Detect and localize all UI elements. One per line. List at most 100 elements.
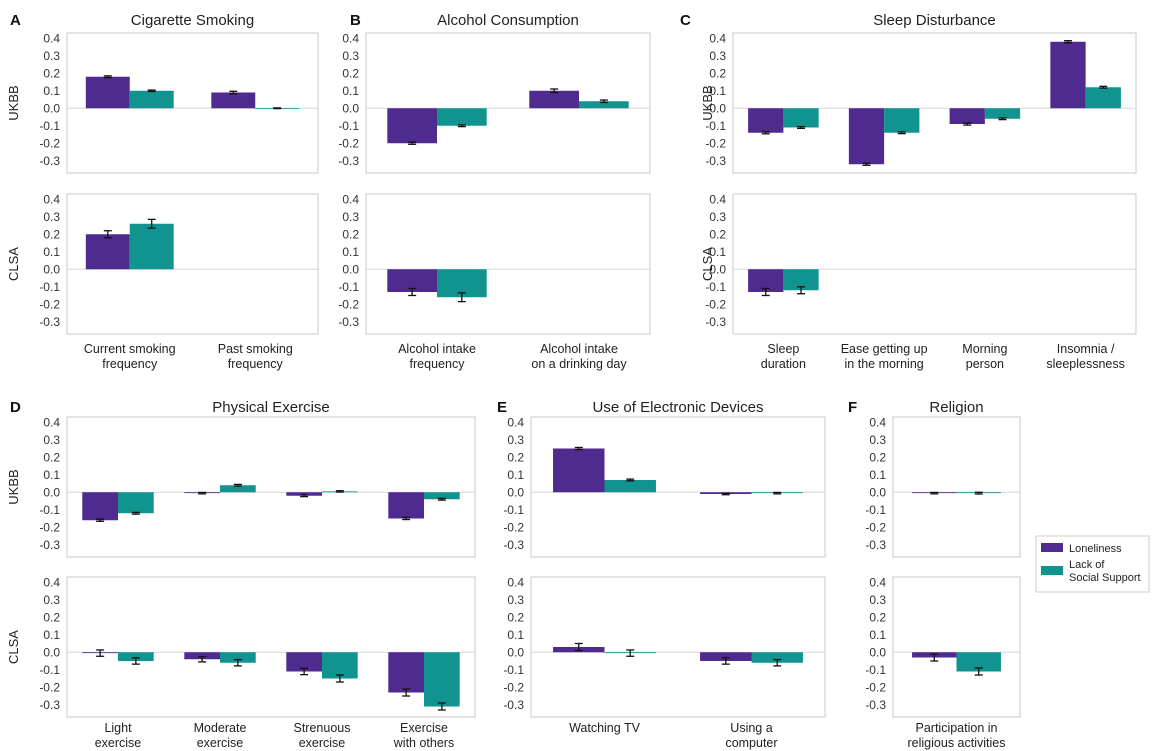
panel-B-clsa-ytick-label: 0.0 (342, 262, 359, 276)
panel-C-ukbb-ytick-label: 0.0 (709, 101, 726, 115)
panel-C-clsa-bar-support (783, 269, 819, 291)
panel-B-ukbb-bar-support (437, 108, 487, 126)
panel-E-clsa-ytick-label: -0.2 (503, 680, 524, 694)
panel-C-clsa-ytick-label: 0.0 (709, 262, 726, 276)
panel-C-clsa-ytick-label: -0.1 (705, 280, 726, 294)
panel-D-clsa-bar-support (220, 652, 256, 663)
panel-title: Sleep Disturbance (873, 12, 996, 29)
panel-C-ukbb-ytick-label: -0.3 (705, 154, 726, 168)
panel-E-clsa-ytick-label: 0.4 (507, 575, 524, 589)
panel-B-ukbb-ytick-label: 0.1 (342, 84, 359, 98)
panel-F-clsa-ytick-label: 0.1 (869, 628, 886, 642)
legend-label-loneliness: Loneliness (1069, 543, 1122, 555)
category-label: Watching TV (569, 721, 641, 735)
panel-C-ukbb-frame (732, 32, 1137, 174)
panel-D-clsa-ytick-label: 0.4 (43, 575, 60, 589)
panel-E-ukbb-ytick-label: 0.4 (507, 415, 524, 429)
panel-D-clsa-bar-loneliness (286, 652, 322, 672)
panel-C-ukbb-bar-loneliness (949, 108, 985, 124)
panel-D-ukbb-ytick-label: 0.3 (43, 433, 60, 447)
legend: Loneliness Lack of Social Support (1035, 535, 1150, 593)
panel-E-clsa-ytick-label: 0.0 (507, 645, 524, 659)
category-label: Exercise with others (393, 721, 454, 750)
panel-F-ukbb-ytick-label: 0.2 (869, 450, 886, 464)
panel-A-ukbb-ytick-label: 0.3 (43, 49, 60, 63)
panel-label: A (10, 12, 21, 29)
panel-A-ukbb-ytick-label: -0.3 (39, 154, 60, 168)
category-label: Insomnia / sleeplessness (1046, 342, 1125, 371)
panel-B-ukbb-bar-support (579, 101, 629, 109)
panel-title: Physical Exercise (212, 399, 330, 416)
panel-C-ukbb-bar-loneliness (1050, 41, 1086, 109)
panel-C-ukbb-bar-support (783, 108, 819, 128)
panel-D-ukbb-ytick-label: -0.3 (39, 538, 60, 552)
panel-C-clsa-ytick-label: -0.2 (705, 297, 726, 311)
panel-E-ukbb-frame (530, 416, 826, 558)
category-label: Moderate exercise (194, 721, 247, 750)
panel-D-clsa-bar-support (322, 652, 358, 679)
category-label: Sleep duration (761, 342, 806, 371)
panel-D-clsa-ytick-label: 0.2 (43, 610, 60, 624)
panel-D-ukbb-bar-support (118, 492, 154, 514)
panel-B-clsa-ytick-label: -0.2 (338, 297, 359, 311)
category-label: Current smoking frequency (84, 342, 176, 371)
panel-F-clsa-ytick-label: 0.4 (869, 575, 886, 589)
panel-D-ukbb-bar-support (220, 485, 256, 493)
panel-A-clsa-ytick-label: 0.2 (43, 227, 60, 241)
panel-C-clsa-bar-loneliness (748, 269, 784, 292)
panel-D-clsa-bar-loneliness (184, 652, 220, 660)
panel-F-ukbb-ytick-label: 0.1 (869, 468, 886, 482)
row-label-clsa: CLSA (6, 247, 21, 281)
panel-C-clsa-ytick-label: -0.3 (705, 315, 726, 329)
row-label-clsa: CLSA (700, 247, 715, 281)
panel-F-clsa-bar-support (956, 652, 1001, 672)
panel-E-ukbb-bar-loneliness (553, 448, 605, 493)
panel-D-clsa-ytick-label: 0.0 (43, 645, 60, 659)
panel-E-ukbb-ytick-label: -0.1 (503, 503, 524, 517)
panel-A-clsa-ytick-label: 0.0 (43, 262, 60, 276)
legend-label-support: Lack of Social Support (1069, 559, 1141, 584)
panel-E-clsa-bar-loneliness (700, 652, 752, 661)
category-label: Light exercise (95, 721, 142, 750)
panel-C-ukbb-ytick-label: -0.2 (705, 136, 726, 150)
panel-F-clsa-ytick-label: -0.2 (865, 680, 886, 694)
panel-F-ukbb-ytick-label: -0.3 (865, 538, 886, 552)
category-label: Ease getting up in the morning (841, 342, 928, 371)
panel-B-ukbb-frame (365, 32, 651, 174)
panel-A-clsa-ytick-label: -0.2 (39, 297, 60, 311)
panel-E-ukbb-ytick-label: 0.3 (507, 433, 524, 447)
panel-B-clsa-ytick-label: 0.1 (342, 245, 359, 259)
panel-D-ukbb-frame (66, 416, 476, 558)
panel-C-ukbb-ytick-label: 0.2 (709, 66, 726, 80)
category-label: Alcohol intake on a drinking day (531, 342, 627, 371)
panel-A-ukbb-bar-support (129, 90, 174, 109)
panel-label: C (680, 12, 691, 29)
panel-D-clsa-ytick-label: -0.3 (39, 698, 60, 712)
panel-B-ukbb-ytick-label: 0.4 (342, 31, 359, 45)
panel-D-clsa-ytick-label: -0.1 (39, 663, 60, 677)
panel-E-clsa-ytick-label: 0.3 (507, 593, 524, 607)
panel-B-clsa-ytick-label: 0.2 (342, 227, 359, 241)
panel-D-clsa-bar-loneliness (388, 652, 424, 693)
panel-F-clsa-ytick-label: -0.1 (865, 663, 886, 677)
panel-C-clsa-ytick-label: 0.4 (709, 192, 726, 206)
panel-E-ukbb-ytick-label: 0.0 (507, 485, 524, 499)
panel-C-ukbb-bar-support (984, 108, 1021, 119)
panel-title: Alcohol Consumption (437, 12, 579, 29)
panel-A-ukbb-bar-loneliness (85, 76, 130, 109)
panel-C-ukbb-bar-support (884, 108, 920, 133)
panel-C-clsa-ytick-label: 0.2 (709, 227, 726, 241)
category-label: Morning person (962, 342, 1007, 371)
panel-E-clsa-ytick-label: -0.3 (503, 698, 524, 712)
panel-A-clsa-bar-loneliness (85, 234, 130, 270)
panel-D-ukbb-bar-loneliness (388, 492, 424, 519)
panel-B-ukbb-ytick-label: -0.1 (338, 119, 359, 133)
row-label-ukbb: UKBB (6, 469, 21, 504)
panel-title: Religion (929, 399, 983, 416)
panel-C-ukbb-ytick-label: 0.4 (709, 31, 726, 45)
panel-D-ukbb-bar-loneliness (82, 492, 118, 521)
panel-A-ukbb-bar-loneliness (211, 92, 256, 109)
panel-C-ukbb-bar-loneliness (748, 108, 784, 133)
panel-B-ukbb-ytick-label: -0.3 (338, 154, 359, 168)
